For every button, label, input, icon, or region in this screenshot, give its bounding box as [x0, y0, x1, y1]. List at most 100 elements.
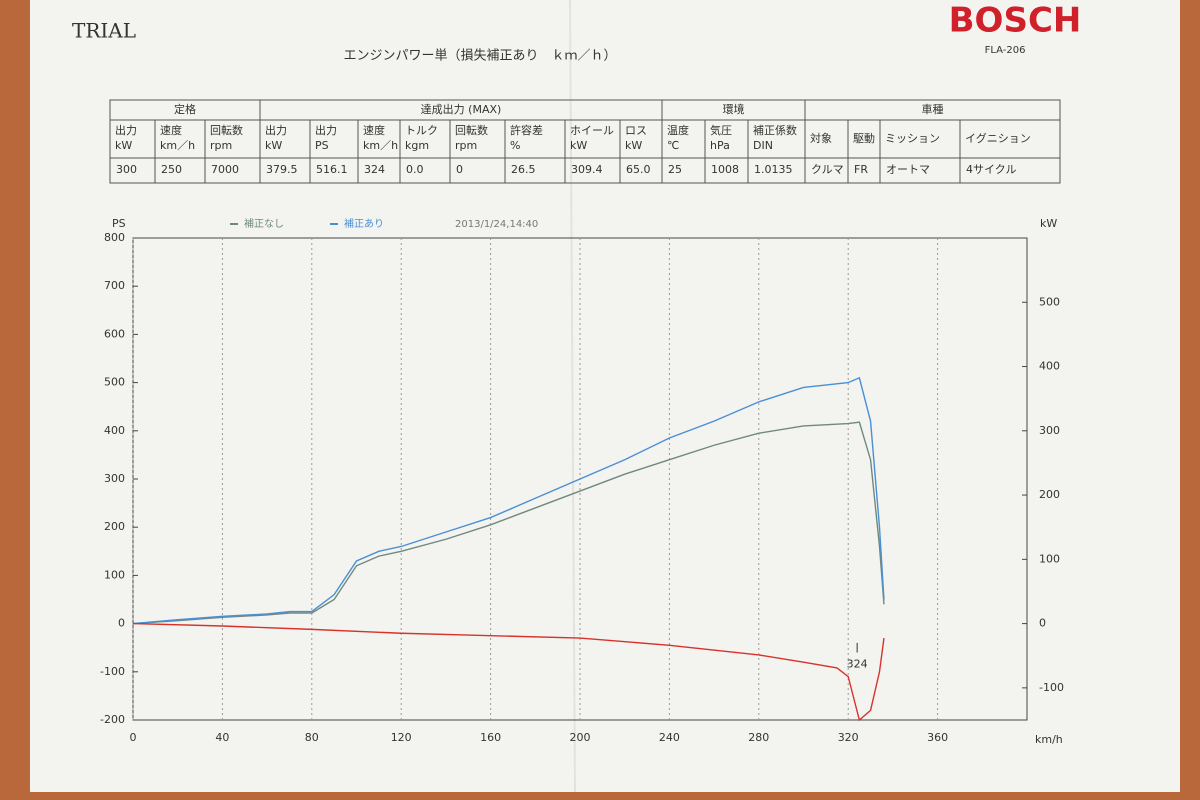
column-header: kW	[570, 139, 587, 152]
cell: 4サイクル	[966, 163, 1016, 176]
column-header: 出力	[265, 123, 287, 137]
cell: 309.4	[571, 163, 603, 176]
column-header: rpm	[455, 139, 477, 152]
group-header: 定格	[174, 102, 196, 116]
y-tick-label: 100	[104, 568, 125, 581]
x-tick-label: 200	[570, 731, 591, 744]
cell: 1.0135	[754, 163, 793, 176]
y-tick-label: 400	[104, 424, 125, 437]
column-header: 気圧	[710, 123, 732, 137]
column-header: 速度	[363, 123, 385, 137]
column-header: kW	[625, 139, 642, 152]
y-tick-label: -200	[100, 713, 125, 726]
y-tick-label: -100	[100, 665, 125, 678]
column-header: 回転数	[455, 124, 488, 137]
y-tick-label: 200	[104, 520, 125, 533]
y2-tick-label: 0	[1039, 617, 1046, 630]
x-tick-label: 0	[130, 731, 137, 744]
x-tick-label: 360	[927, 731, 948, 744]
series-line	[132, 421, 885, 625]
cell: 379.5	[266, 163, 298, 176]
cell: 0.0	[406, 163, 424, 176]
y-tick-label: 800	[104, 231, 125, 244]
y2-tick-label: 100	[1039, 552, 1060, 565]
column-header: hPa	[710, 139, 730, 152]
x-tick-label: 280	[748, 731, 769, 744]
column-header: 対象	[810, 131, 832, 145]
legend-label: 補正あり	[344, 217, 384, 230]
annotation-label: 324	[847, 658, 868, 671]
group-header: 車種	[922, 102, 944, 116]
column-header: km／h	[363, 139, 398, 152]
y2-tick-label: -100	[1039, 681, 1064, 694]
y-tick-label: 600	[104, 327, 125, 340]
column-header: 出力	[315, 123, 337, 137]
x-tick-label: 240	[659, 731, 680, 744]
column-header: kgm	[405, 139, 429, 152]
model: FLA-206	[985, 45, 1026, 56]
y2-tick-label: 400	[1039, 360, 1060, 373]
column-header: 速度	[160, 123, 182, 137]
cell: 65.0	[626, 163, 651, 176]
cell: FR	[854, 163, 868, 176]
column-header: PS	[315, 139, 329, 152]
paper	[30, 0, 1180, 792]
column-header: ミッション	[885, 132, 940, 145]
column-header: %	[510, 139, 520, 152]
x-axis-label: km/h	[1035, 733, 1063, 746]
x-tick-label: 320	[838, 731, 859, 744]
column-header: 許容差	[510, 123, 543, 137]
column-header: トルク	[405, 124, 438, 137]
y-tick-label: 500	[104, 376, 125, 389]
x-tick-label: 120	[391, 731, 412, 744]
cell: 26.5	[511, 163, 536, 176]
column-header: 補正係数	[753, 124, 797, 137]
cell: 25	[668, 163, 682, 176]
cell: クルマ	[811, 163, 844, 176]
y2-tick-label: 300	[1039, 424, 1060, 437]
column-header: 出力	[115, 123, 137, 137]
x-tick-label: 160	[480, 731, 501, 744]
cell: 324	[364, 163, 385, 176]
column-header: kW	[115, 139, 132, 152]
y-axis-label: PS	[112, 217, 126, 230]
column-header: 回転数	[210, 124, 243, 137]
column-header: DIN	[753, 139, 773, 152]
fold	[569, 0, 576, 793]
cell: 516.1	[316, 163, 348, 176]
legend-label: 補正なし	[244, 217, 284, 230]
series-line	[132, 376, 885, 625]
sheet-title: エンジンパワー単（損失補正あり ｋｍ／ｈ）	[343, 48, 616, 64]
cell: 0	[456, 163, 463, 176]
cell: 250	[161, 163, 182, 176]
y2-axis-label: kW	[1040, 217, 1057, 230]
cell: 1008	[711, 163, 739, 176]
y-tick-label: 0	[118, 617, 125, 630]
spec-table: 定格 達成出力 (MAX) 環境 車種出力kW300速度km／h250回転数rpm70…	[109, 99, 1061, 184]
y-tick-label: 300	[104, 472, 125, 485]
y2-tick-label: 200	[1039, 488, 1060, 501]
brand: BOSCH	[949, 1, 1082, 41]
x-tick-label: 40	[215, 731, 229, 744]
column-header: ℃	[667, 139, 679, 152]
cell: 300	[116, 163, 137, 176]
trial-label: TRIAL	[72, 19, 136, 43]
column-header: kW	[265, 139, 282, 152]
column-header: ホイール	[570, 124, 614, 137]
column-header: 駆動	[853, 131, 875, 145]
y2-tick-label: 500	[1039, 295, 1060, 308]
table-border	[109, 99, 1061, 184]
column-header: ロス	[625, 124, 647, 137]
column-header: rpm	[210, 139, 232, 152]
date: 2013/1/24,14:40	[455, 219, 538, 230]
column-header: イグニション	[965, 131, 1031, 145]
x-tick-label: 80	[305, 731, 319, 744]
column-header: km／h	[160, 139, 195, 152]
group-header: 環境	[723, 102, 745, 116]
cell: オートマ	[886, 163, 930, 176]
cell: 7000	[211, 163, 239, 176]
chart: 0 40 80 120 160 200 240 280 320 360 -200 -100 0 100 20…	[100, 217, 1064, 746]
series-line	[132, 622, 885, 722]
